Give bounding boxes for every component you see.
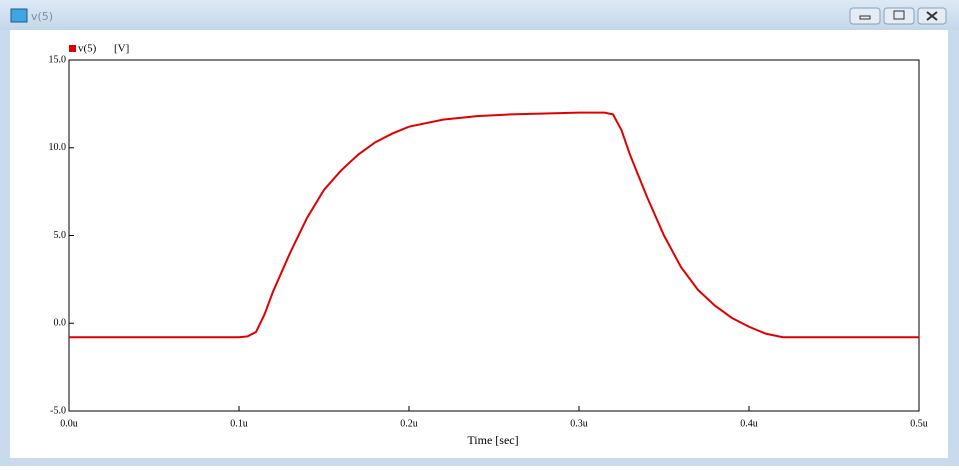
maximize-icon <box>893 10 905 20</box>
legend-label: v(5) <box>78 43 97 55</box>
x-tick-label: 0.5u <box>910 418 928 429</box>
x-axis-label: Time [sec] <box>467 433 518 447</box>
y-tick-label: 0.0 <box>54 318 67 329</box>
client-area <box>10 30 948 458</box>
close-icon <box>926 11 938 21</box>
y-tick-label: 10.0 <box>49 142 67 153</box>
y-tick-label: 5.0 <box>54 230 67 241</box>
x-tick-label: 0.1u <box>230 418 248 429</box>
window-title: v(5) <box>31 10 53 23</box>
line-series <box>69 111 919 339</box>
x-tick-label: 0.2u <box>400 418 418 429</box>
maximize-button[interactable] <box>883 7 915 25</box>
legend-swatch <box>69 45 76 52</box>
legend-unit: [V] <box>114 43 129 55</box>
x-tick-label: 0.4u <box>740 418 758 429</box>
x-tick-label: 0.0u <box>60 418 78 429</box>
app-icon <box>10 8 28 23</box>
minimize-icon <box>859 15 871 20</box>
title-bar <box>0 0 959 30</box>
y-tick-label: 15.0 <box>49 54 67 65</box>
y-tick-label: -5.0 <box>50 405 66 416</box>
x-tick-label: 0.3u <box>570 418 588 429</box>
